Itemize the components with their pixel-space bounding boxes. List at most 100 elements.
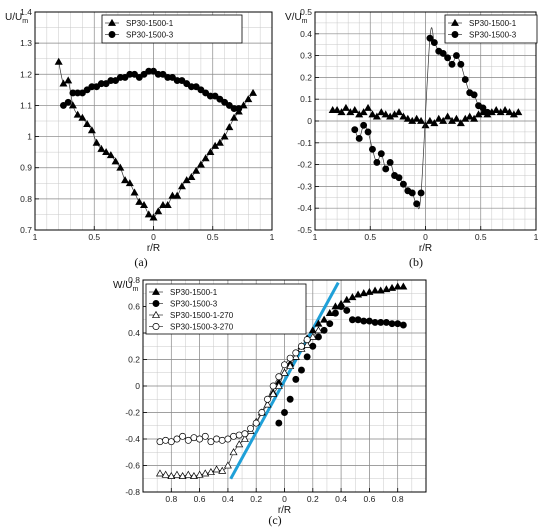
data-point <box>172 470 181 478</box>
data-point <box>206 468 215 476</box>
data-point <box>417 116 426 124</box>
data-point <box>196 435 204 443</box>
data-point <box>417 189 425 197</box>
data-point <box>224 435 232 443</box>
data-point <box>350 105 359 114</box>
y-tick-label: 0.7 <box>20 225 32 235</box>
data-point <box>152 323 160 330</box>
data-point <box>162 436 170 444</box>
data-point <box>331 309 339 317</box>
data-point <box>439 49 447 57</box>
data-point <box>111 157 120 165</box>
data-point <box>173 435 181 443</box>
data-point <box>399 180 407 188</box>
data-point <box>430 39 438 46</box>
data-point <box>303 353 311 361</box>
data-point <box>280 368 289 376</box>
data-point <box>354 316 362 324</box>
data-point <box>373 158 381 166</box>
x-tick-label: 0 <box>423 232 428 242</box>
y-tick-label: -0.4 <box>297 203 312 213</box>
data-point <box>177 182 186 190</box>
data-point <box>403 114 412 122</box>
x-axis-label: r/R <box>147 243 160 254</box>
legend: SP30-1500-1 SP30-1500-3 <box>444 14 538 44</box>
x-tick-label: 0.2 <box>307 494 319 504</box>
x-tick-label: 0 <box>151 232 156 242</box>
data-point <box>286 354 294 362</box>
x-tick-label: 0.5 <box>207 232 219 242</box>
data-point <box>326 320 334 328</box>
x-tick-label: 0 <box>282 494 287 504</box>
data-point <box>107 18 117 26</box>
data-point <box>161 470 170 478</box>
data-point <box>140 200 149 208</box>
data-point <box>348 293 357 301</box>
data-point <box>218 436 226 444</box>
data-point <box>331 302 340 310</box>
x-tick-label: 1 <box>33 232 38 242</box>
y-tick-label: 0.3 <box>300 51 312 61</box>
data-point <box>108 31 116 38</box>
y-tick-label: -0.4 <box>125 434 140 444</box>
data-point <box>212 465 221 473</box>
legend: SP30-1500-1 SP30-1500-3 SP30-1500-1-270 SP3… <box>145 283 307 335</box>
data-point <box>131 70 138 78</box>
y-tick-label: -0.5 <box>297 225 312 235</box>
data-point <box>382 318 390 326</box>
data-point <box>189 471 198 479</box>
fit-line <box>229 281 340 480</box>
data-point <box>140 70 148 78</box>
data-point <box>135 197 144 205</box>
data-point <box>239 101 248 109</box>
data-point <box>286 362 295 370</box>
data-point <box>135 73 143 81</box>
legend-box <box>101 14 243 44</box>
data-point <box>216 95 224 103</box>
x-tick-label: 1 <box>534 232 539 242</box>
data-point <box>64 98 72 106</box>
data-point <box>451 31 459 38</box>
data-point <box>218 466 227 474</box>
data-point <box>371 286 380 294</box>
data-point <box>190 434 198 442</box>
data-point <box>337 303 345 310</box>
y-tick-label: 0.4 <box>300 29 312 39</box>
data-point <box>286 395 294 403</box>
y-tick-label: 1.2 <box>20 69 32 79</box>
data-point <box>381 110 390 118</box>
data-point <box>360 317 368 325</box>
legend: SP30-1500-1 SP30-1500-3 <box>101 14 243 44</box>
y-axis-label: W/Um <box>113 280 138 293</box>
data-point <box>183 80 191 88</box>
legend-label: SP30-1500-1 <box>126 19 174 28</box>
data-point <box>386 158 394 166</box>
y-tick-label: 0.8 <box>20 194 32 204</box>
data-point <box>167 438 175 446</box>
y-tick-label: -0.6 <box>125 461 140 471</box>
y-tick-label: -0.8 <box>125 487 140 497</box>
data-point <box>275 373 283 381</box>
data-point <box>292 349 300 357</box>
data-point <box>359 108 368 116</box>
series-2 <box>351 27 491 210</box>
data-point <box>341 103 350 111</box>
data-point <box>225 123 234 131</box>
data-point <box>97 144 106 152</box>
data-point <box>369 145 376 153</box>
data-point <box>298 366 305 374</box>
data-point <box>121 73 129 81</box>
data-point <box>78 89 86 97</box>
data-point <box>470 114 479 122</box>
data-point <box>264 395 271 403</box>
data-point <box>230 113 239 121</box>
data-point <box>275 419 283 427</box>
data-point <box>102 148 111 156</box>
data-point <box>425 116 434 124</box>
data-point <box>443 112 452 120</box>
data-point <box>68 101 77 109</box>
y-tick-label: 1 <box>27 132 32 142</box>
data-point <box>382 285 391 293</box>
data-point <box>450 18 460 26</box>
y-axis-label-main: W/U <box>113 280 132 291</box>
